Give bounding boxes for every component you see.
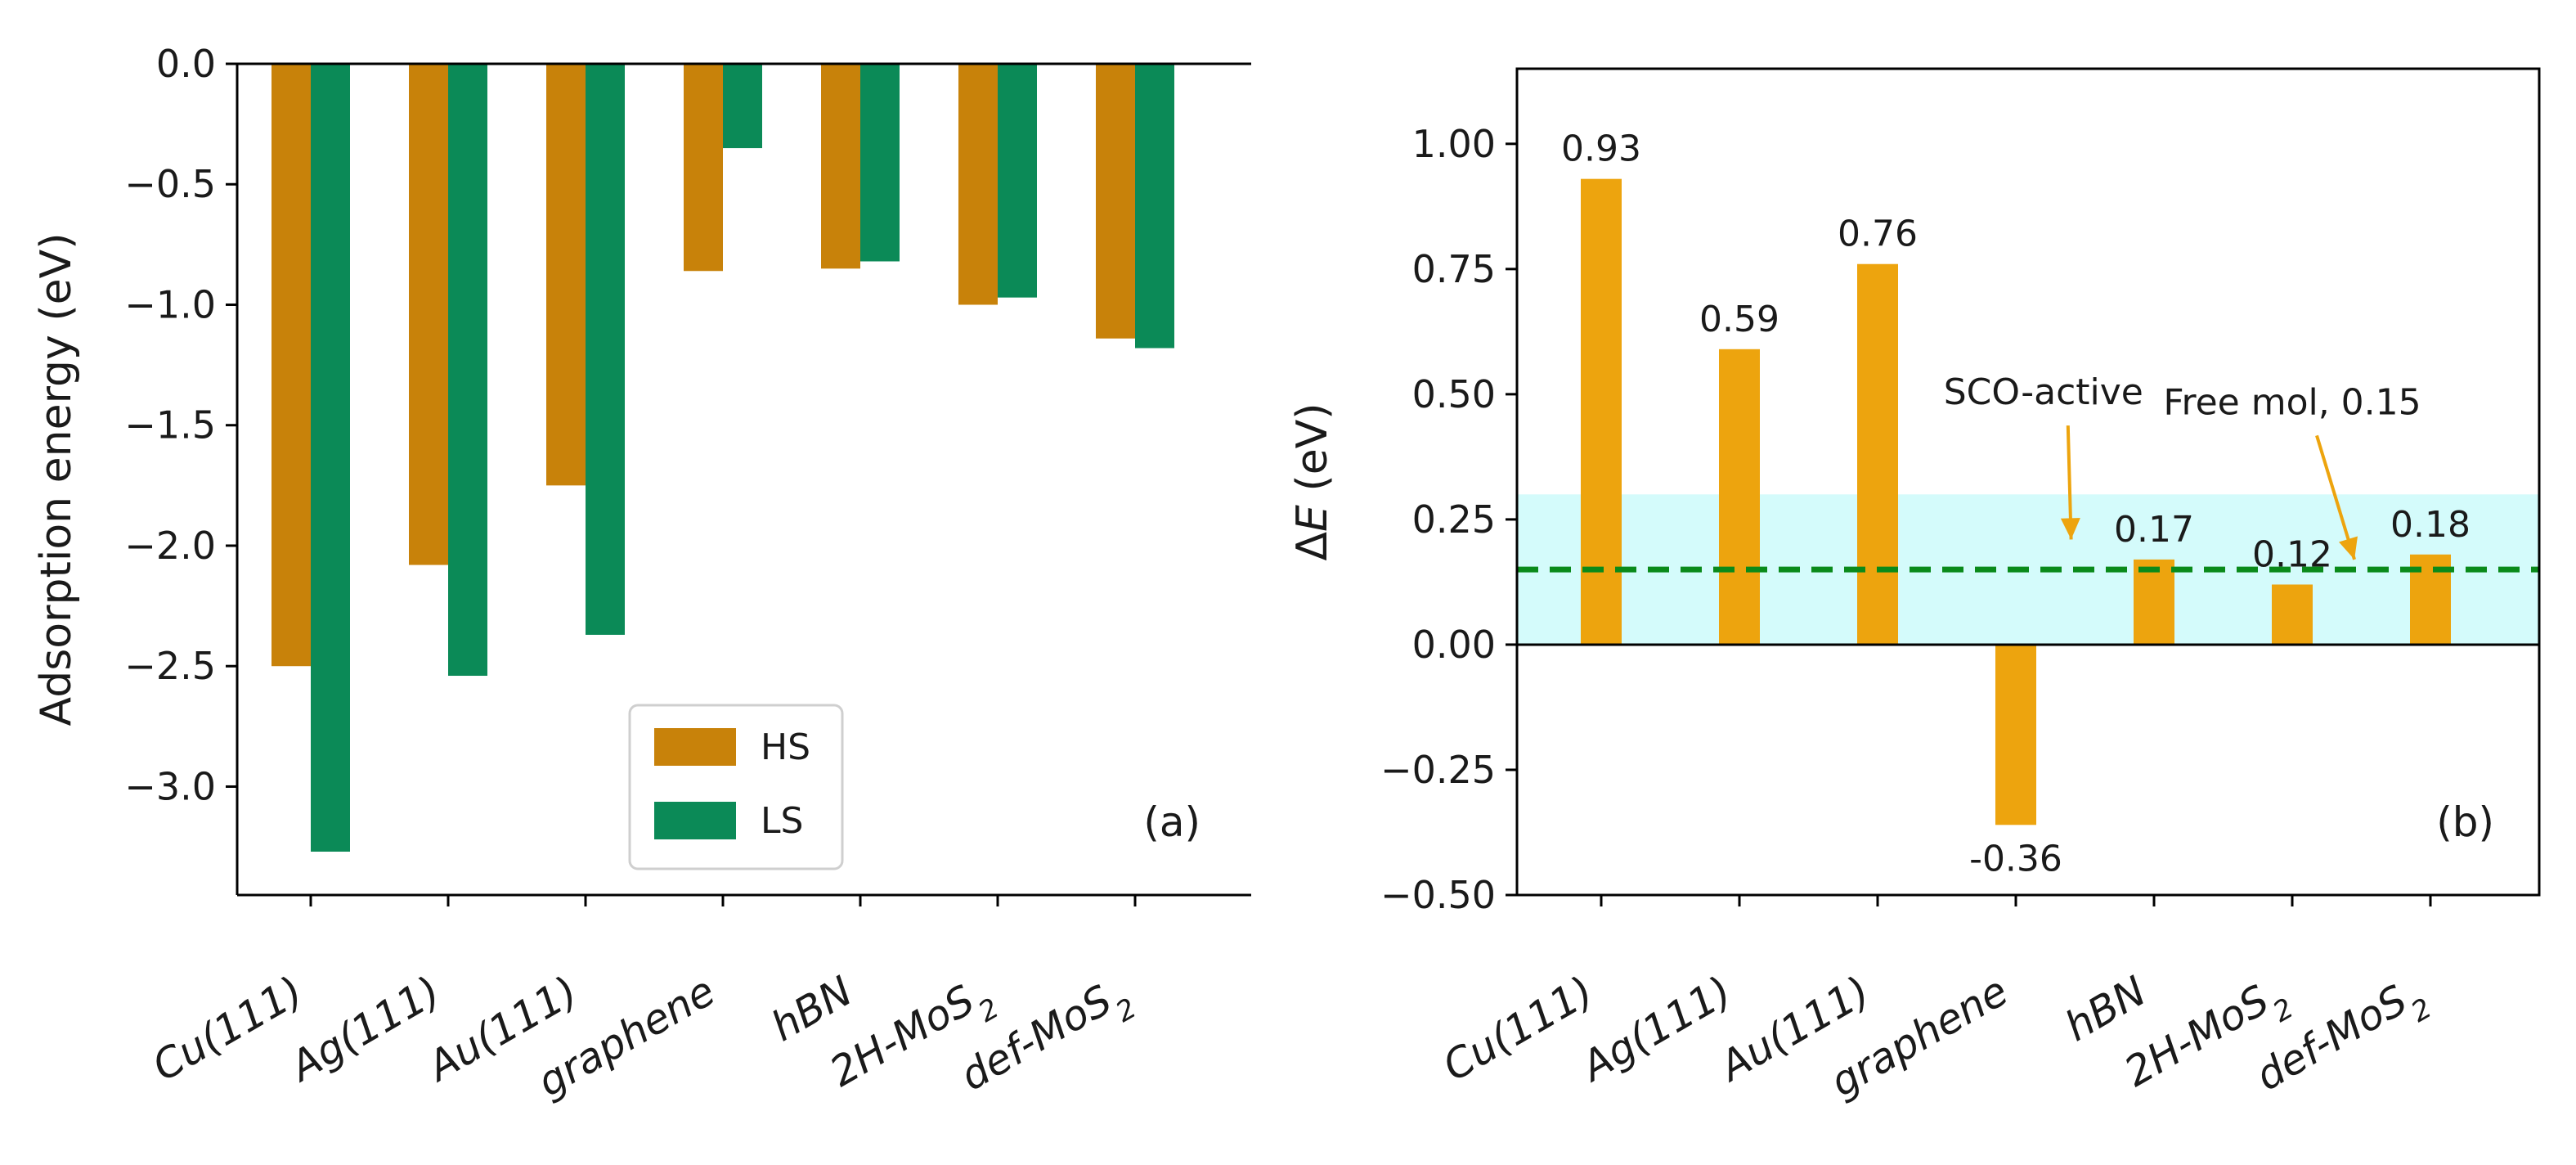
category-label-text: def-MoS bbox=[2248, 976, 2416, 1100]
category-label-subscript: 2 bbox=[2268, 992, 2300, 1028]
bar-ls bbox=[1135, 64, 1174, 349]
y-axis-title-prefix: Δ bbox=[1288, 532, 1337, 561]
annotation-arrowhead bbox=[2060, 518, 2080, 540]
category-label: Ag(111) bbox=[1572, 967, 1739, 1091]
bar-delta-e bbox=[1581, 178, 1622, 645]
bar-delta-e bbox=[1719, 349, 1760, 645]
data-label: 0.18 bbox=[2390, 504, 2471, 546]
bar-hs bbox=[821, 64, 860, 269]
data-label: 0.17 bbox=[2114, 509, 2194, 551]
y-axis-title-variable: E bbox=[1288, 505, 1337, 532]
y-axis-title-unit: (eV) bbox=[1288, 403, 1337, 505]
category-label-subscript: 2 bbox=[2406, 992, 2438, 1028]
y-tick-label: 0.25 bbox=[1412, 497, 1496, 542]
y-tick-label: 0.00 bbox=[1412, 623, 1496, 667]
bar-delta-e bbox=[1857, 263, 1898, 645]
category-label-text: def-MoS bbox=[953, 976, 1120, 1100]
category-label-text: hBN bbox=[763, 967, 860, 1050]
y-tick-label: −2.0 bbox=[124, 524, 216, 568]
annotation-arrow bbox=[2315, 434, 2356, 560]
y-tick-label: 0.50 bbox=[1412, 372, 1496, 416]
bar-ls bbox=[860, 64, 900, 262]
bar-hs bbox=[684, 64, 723, 272]
y-axis-title: Adsorption energy (eV) bbox=[32, 233, 81, 726]
category-label-text: Cu(111) bbox=[145, 967, 311, 1091]
category-label-subscript: 2 bbox=[1111, 992, 1142, 1028]
bar-delta-e bbox=[1995, 644, 2036, 825]
data-label: 0.76 bbox=[1838, 214, 1918, 255]
category-label-text: hBN bbox=[2057, 967, 2154, 1050]
legend-swatch-hs bbox=[654, 728, 736, 766]
legend-swatch-ls bbox=[654, 802, 736, 839]
bar-ls bbox=[723, 64, 762, 149]
bar-delta-e bbox=[2272, 584, 2313, 645]
panel-tag: (b) bbox=[2436, 798, 2494, 846]
category-label: def-MoS2 bbox=[953, 967, 1142, 1112]
panel-b-delta-e: 1.00 0.75 0.50 0.25 0.00 −0.25 −0.50 Cu(111)Ag(… bbox=[1288, 67, 2541, 1112]
y-axis-title: ΔE (eV) bbox=[1288, 403, 1337, 560]
y-tick-label: −3.0 bbox=[124, 764, 216, 808]
annotation-text: Free mol, 0.15 bbox=[2163, 381, 2421, 423]
bar-ls bbox=[998, 64, 1037, 298]
bar-ls bbox=[311, 64, 350, 852]
data-label: 0.93 bbox=[1561, 128, 1641, 170]
category-label-text: Cu(111) bbox=[1435, 967, 1601, 1091]
category-label-subscript: 2 bbox=[973, 992, 1005, 1028]
legend: HS LS bbox=[628, 704, 844, 870]
y-tick-label: −1.0 bbox=[124, 282, 216, 326]
data-label: 0.12 bbox=[2252, 533, 2332, 575]
y-tick-label: −0.50 bbox=[1380, 873, 1496, 917]
plot-frame bbox=[1515, 67, 2541, 897]
bar-hs bbox=[409, 64, 448, 565]
data-label: -0.36 bbox=[1969, 838, 2062, 879]
bar-ls bbox=[586, 64, 625, 635]
y-tick-label: 0.75 bbox=[1412, 247, 1496, 291]
annotation-text: SCO-active bbox=[1944, 371, 2143, 413]
bar-hs bbox=[958, 64, 998, 305]
y-tick-label: −0.5 bbox=[124, 162, 216, 206]
category-label: hBN bbox=[763, 967, 860, 1050]
category-label: Cu(111) bbox=[145, 967, 311, 1091]
y-tick-label: −0.25 bbox=[1380, 748, 1496, 792]
category-label-text: Ag(111) bbox=[1572, 967, 1739, 1091]
legend-label: HS bbox=[761, 726, 810, 768]
category-label-text: Ag(111) bbox=[280, 967, 448, 1091]
category-label: Ag(111) bbox=[280, 967, 448, 1091]
y-tick-label: 1.00 bbox=[1412, 122, 1496, 166]
category-label: def-MoS2 bbox=[2248, 967, 2438, 1112]
bar-hs bbox=[272, 64, 311, 667]
category-label: Cu(111) bbox=[1435, 967, 1601, 1091]
annotation-arrowhead bbox=[2339, 536, 2358, 560]
y-tick-label: −1.5 bbox=[124, 403, 216, 448]
y-tick-label: 0.0 bbox=[156, 42, 216, 86]
panel-tag: (a) bbox=[1143, 798, 1200, 846]
legend-label: LS bbox=[761, 800, 803, 842]
category-label: hBN bbox=[2057, 967, 2154, 1050]
y-tick-label: −2.5 bbox=[124, 644, 216, 688]
bar-ls bbox=[448, 64, 487, 677]
bar-hs bbox=[1096, 64, 1135, 339]
bar-hs bbox=[546, 64, 586, 486]
bar-delta-e bbox=[2134, 559, 2174, 645]
panel-a-adsorption-energy: 0.0 −0.5 −1.0 −1.5 −2.0 −2.5 −3.0 Cu(111)Ag(111… bbox=[32, 42, 1251, 1112]
data-label: 0.59 bbox=[1699, 299, 1779, 340]
